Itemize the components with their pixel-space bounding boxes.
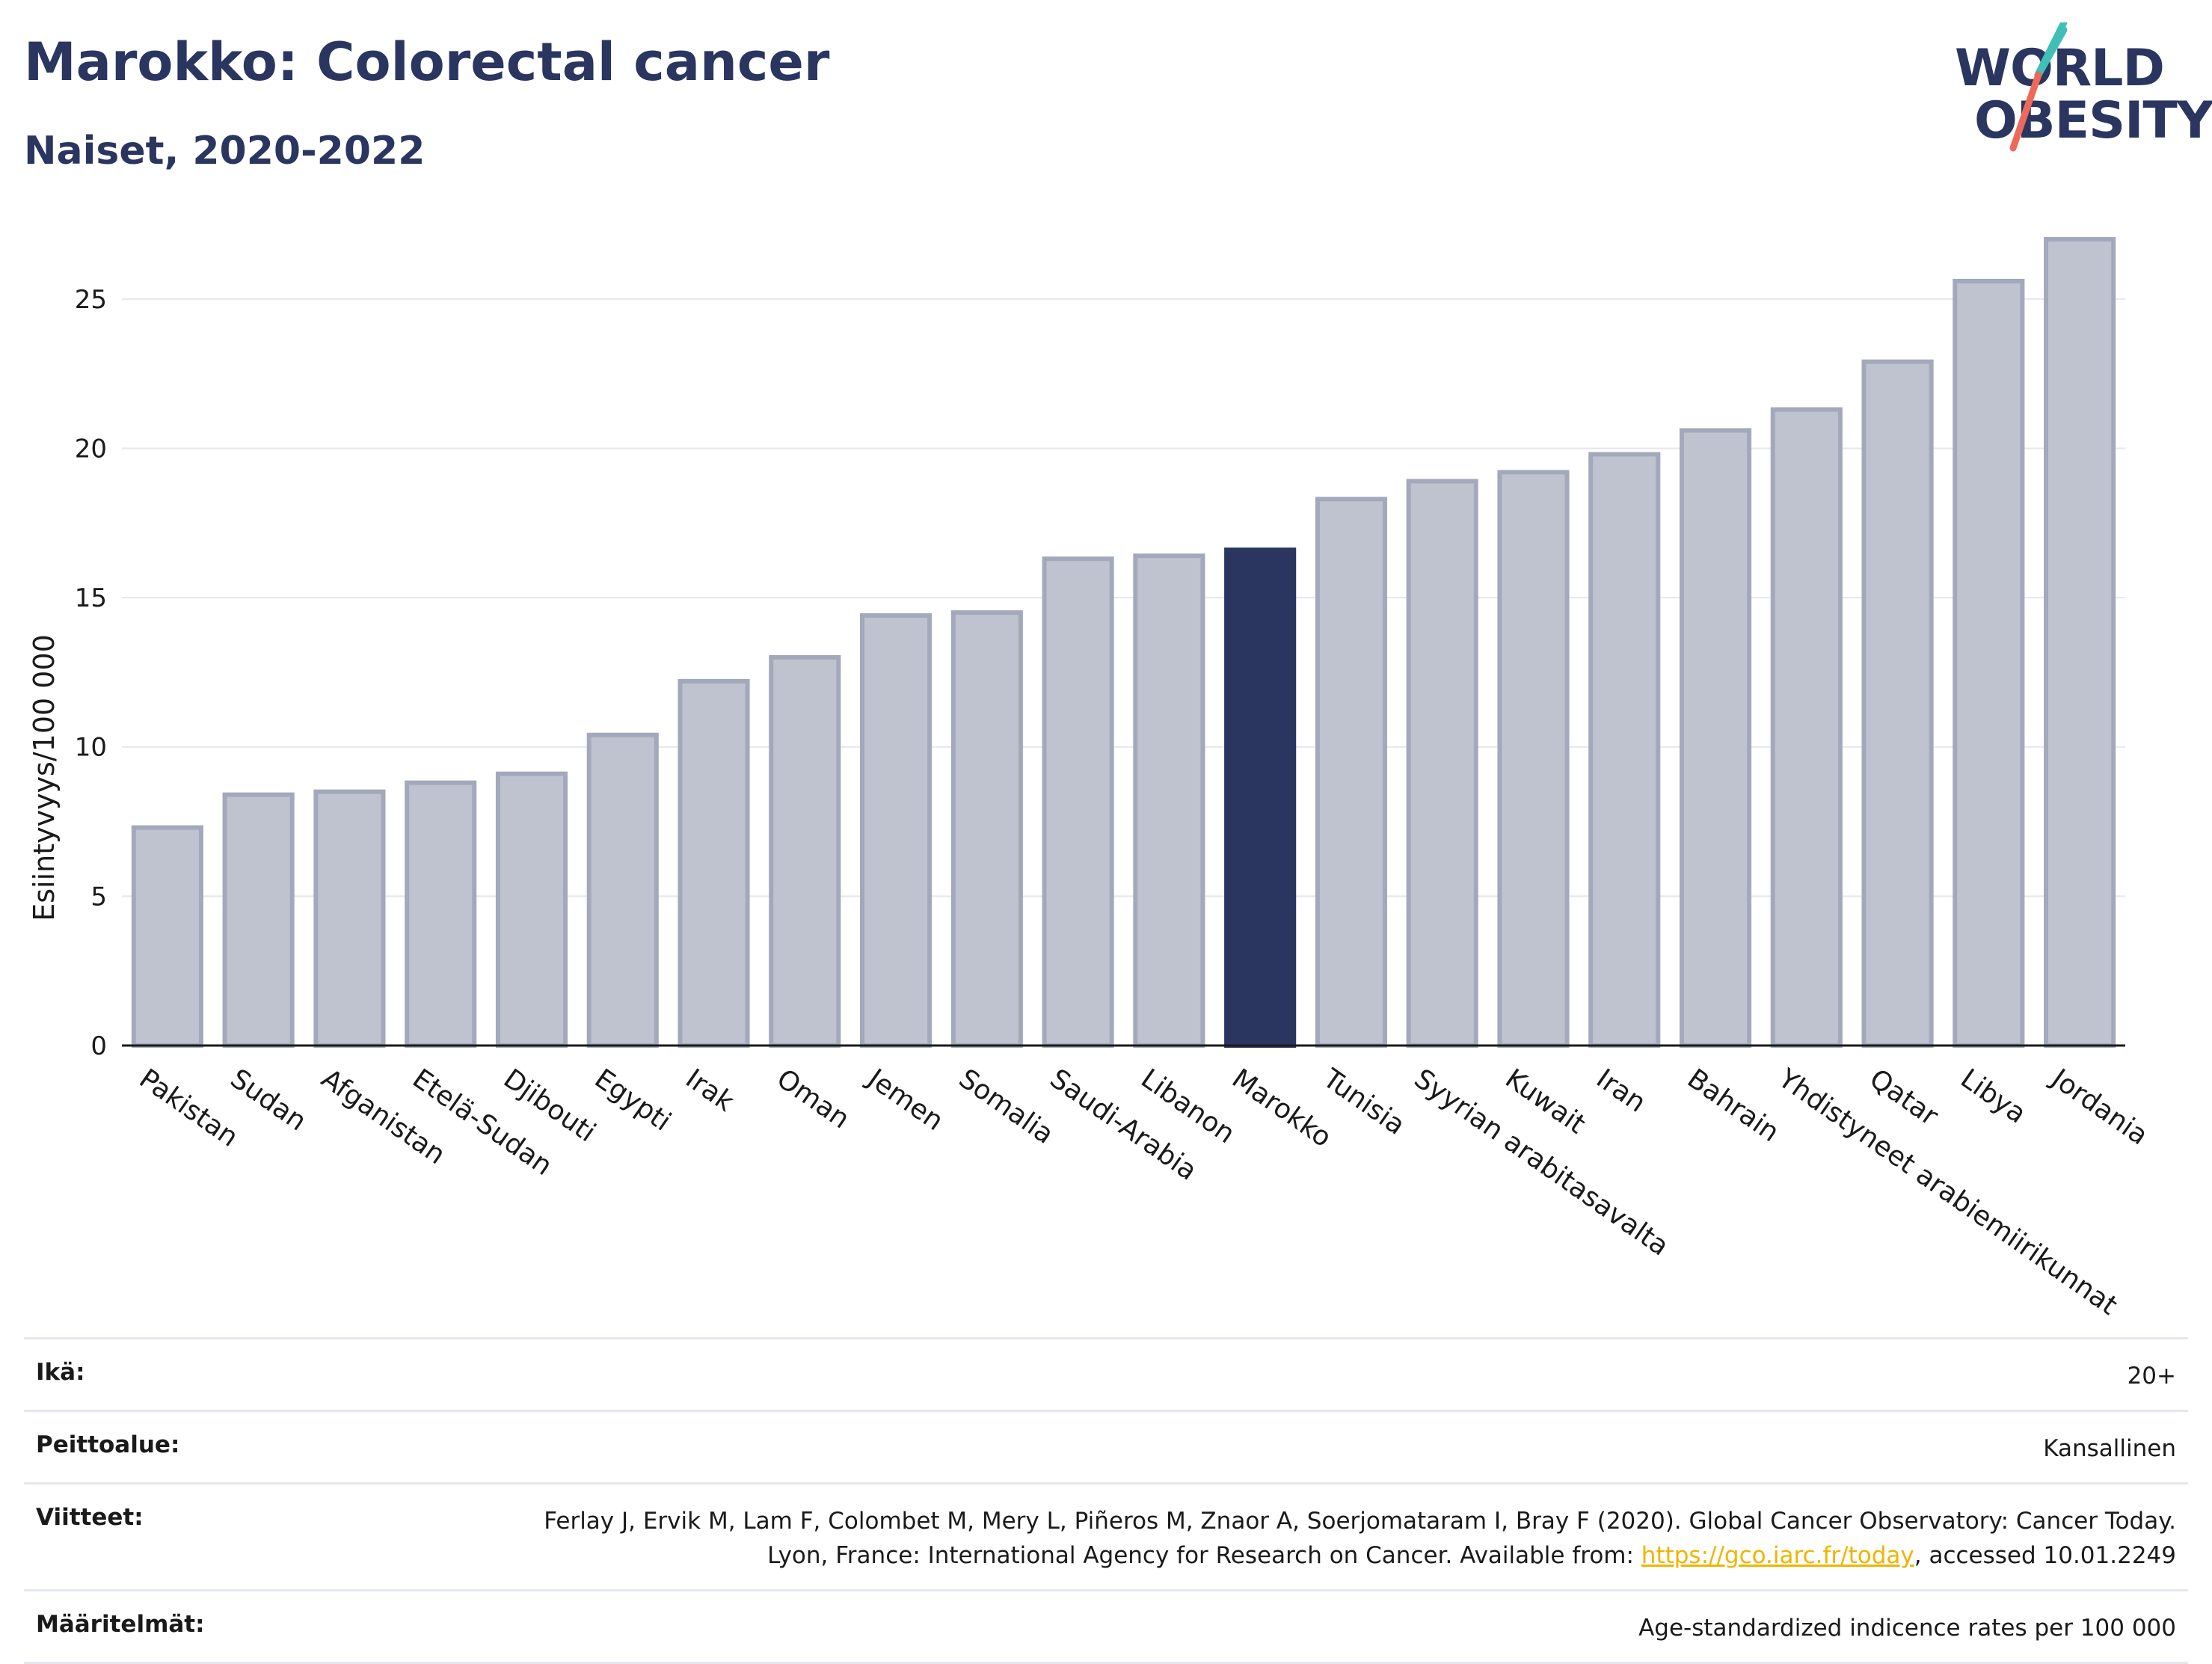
bars-layer [131, 236, 2116, 1049]
logo-slash-icon [2009, 22, 2068, 152]
x-tick-label: Marokko [1226, 1063, 1337, 1154]
bar-marokko [1224, 547, 1297, 1048]
references-text: Ferlay J, Ervik M, Lam F, Colombet M, Me… [544, 1508, 2176, 1569]
bar-oman [769, 654, 841, 1048]
bar-pakistan [131, 825, 203, 1048]
definitions-value: Age-standardized indicence rates per 100… [1638, 1615, 2176, 1642]
coverage-value: Kansallinen [2043, 1435, 2176, 1462]
y-tick-label: 5 [90, 882, 107, 912]
bar-qatar [1861, 359, 1934, 1048]
y-axis-label: Esiintyvyys/100 000 [28, 634, 61, 921]
info-row-references: Viitteet: Ferlay J, Ervik M, Lam F, Colo… [24, 1482, 2188, 1589]
y-tick-label: 15 [75, 583, 107, 613]
x-tick-label: Egypti [589, 1063, 677, 1138]
bar-kuwait [1497, 470, 1570, 1048]
world-obesity-logo: WORLD OBESITY [1944, 22, 2212, 157]
y-tick-label: 20 [75, 434, 107, 464]
x-tick-label: Libya [1955, 1063, 2031, 1130]
x-tick-label: Pakistan [134, 1063, 244, 1153]
axis-layer: 0 5 10 15 20 25 [75, 285, 2125, 1061]
info-row-coverage: Peittoalue: Kansallinen [24, 1410, 2188, 1482]
y-tick-label: 25 [75, 285, 107, 315]
bar-jemen [860, 613, 933, 1048]
bar-afganistan [313, 789, 386, 1048]
x-tick-label: Qatar [1864, 1063, 1944, 1132]
x-tick-label: Irak [680, 1063, 740, 1118]
x-tick-label: Oman [771, 1063, 855, 1135]
logo-line-1: WORLD [1955, 39, 2165, 98]
references-link[interactable]: https://gco.iarc.fr/today [1641, 1542, 1914, 1569]
info-row-definitions: Määritelmät: Age-standardized indicence … [24, 1589, 2188, 1664]
bar-tunisia [1315, 497, 1387, 1048]
x-tick-label: Iran [1591, 1063, 1651, 1119]
info-row-age: Ikä: 20+ [24, 1337, 2188, 1410]
age-label: Ikä: [36, 1359, 85, 1386]
page-title: Marokko: Colorectal cancer [24, 31, 830, 93]
bar-jordania [2044, 236, 2116, 1048]
bar-libanon [1133, 553, 1205, 1048]
x-tick-label: Jordania [2044, 1063, 2153, 1152]
y-tick-label: 0 [90, 1031, 107, 1061]
references-value: Ferlay J, Ervik M, Lam F, Colombet M, Me… [531, 1504, 2176, 1573]
bar-djibouti [495, 771, 568, 1049]
bar-libya [1953, 278, 2025, 1048]
references-label: Viitteet: [36, 1504, 144, 1531]
definitions-label: Määritelmät: [36, 1611, 205, 1638]
bar-sudan [222, 792, 295, 1049]
bar-bahrain [1679, 428, 1752, 1048]
info-table: Ikä: 20+ Peittoalue: Kansallinen Viittee… [24, 1337, 2188, 1664]
x-tick-label: Jemen [861, 1063, 949, 1137]
x-tick-label: Bahrain [1682, 1063, 1785, 1148]
y-tick-label: 10 [75, 733, 107, 763]
bar-saudi-arabia [1042, 556, 1114, 1048]
bar-syyrian-arabitasavalta [1406, 479, 1478, 1048]
bar-yhdistyneet-arabiemiirikunnat [1770, 407, 1843, 1048]
bar-egypti [586, 732, 659, 1048]
coverage-label: Peittoalue: [36, 1431, 180, 1458]
age-value: 20+ [2127, 1363, 2176, 1390]
references-suffix: , accessed 10.01.2249 [1914, 1542, 2176, 1569]
bar-irak [678, 678, 750, 1048]
x-tick-label: Somalia [953, 1063, 1060, 1150]
bar-etelä-sudan [405, 780, 477, 1048]
page-subtitle: Naiset, 2020-2022 [24, 129, 425, 174]
bar-iran [1588, 452, 1661, 1048]
bar-somalia [950, 610, 1023, 1048]
